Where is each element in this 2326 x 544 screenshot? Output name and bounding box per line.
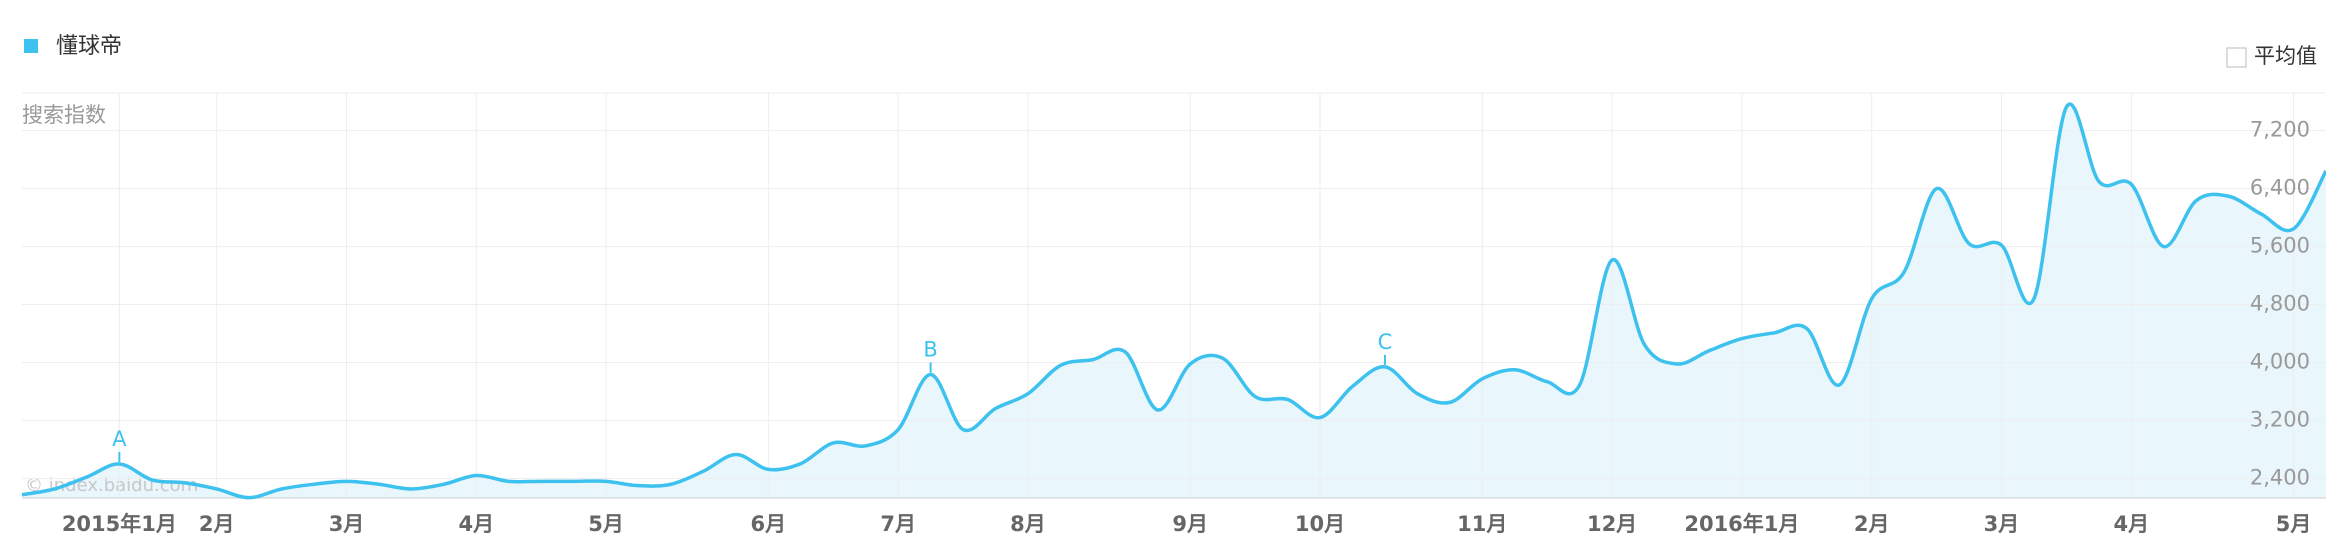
x-tick-label: 2016年1月 [1684, 512, 1799, 536]
x-tick-label: 6月 [751, 512, 787, 536]
legend-swatch [24, 39, 38, 53]
x-tick-label: 7月 [880, 512, 916, 536]
x-tick-label: 2月 [199, 512, 235, 536]
x-tick-label: 5月 [2276, 512, 2312, 536]
x-tick-label: 3月 [329, 512, 365, 536]
annotation: C [1378, 330, 1393, 354]
x-tick-label: 2015年1月 [62, 512, 177, 536]
area [22, 104, 2326, 499]
line [21, 102, 2326, 500]
y-tick-label: 2,400 [2250, 465, 2310, 489]
y-tick-label: 4,000 [2250, 350, 2310, 374]
legend-label: 懂球帝 [56, 34, 122, 59]
average-toggle-label[interactable]: 平均值 [2254, 44, 2317, 68]
y-tick-label: 7,200 [2250, 118, 2310, 142]
y-tick-label: 4,800 [2250, 292, 2310, 316]
average-checkbox[interactable] [2226, 47, 2247, 68]
x-tick-label: 8月 [1010, 512, 1046, 536]
x-tick-label: 4月 [458, 512, 494, 536]
y-axis-label: 搜索指数 [22, 103, 106, 127]
x-tick-label: 9月 [1172, 512, 1208, 536]
x-tick-label: 4月 [2113, 512, 2149, 536]
x-tick-label: 3月 [1984, 512, 2020, 536]
annotation: B [923, 337, 937, 361]
x-tick-label: 10月 [1295, 512, 1345, 536]
x-tick-label: 12月 [1587, 512, 1637, 536]
y-tick-label: 3,200 [2250, 407, 2310, 431]
x-tick-label: 5月 [588, 512, 624, 536]
y-tick-label: 5,600 [2250, 234, 2310, 258]
x-tick-label: 11月 [1457, 512, 1507, 536]
x-tick-label: 2月 [1854, 512, 1890, 536]
y-tick-label: 6,400 [2250, 176, 2310, 200]
annotation: A [112, 427, 127, 451]
